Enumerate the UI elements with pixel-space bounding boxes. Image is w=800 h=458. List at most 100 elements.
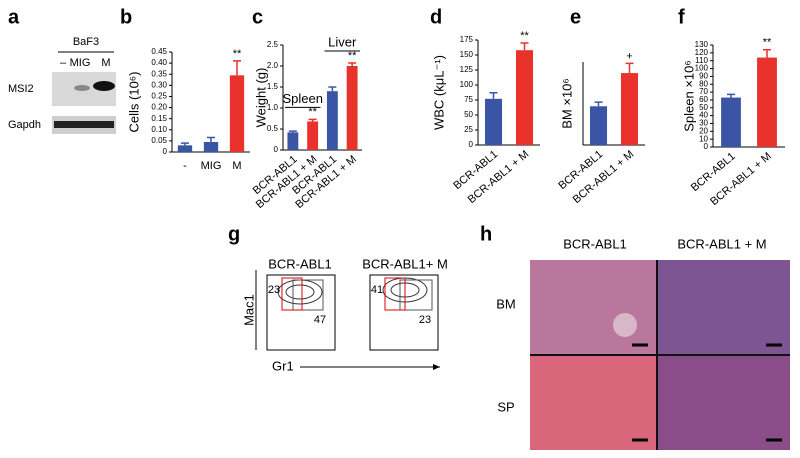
band [93,81,115,91]
panel-letter: f [678,6,685,28]
y-tick-label: 125 [460,65,474,74]
lane: M [101,57,110,69]
y-axis-label: BM ×10⁶ [559,78,574,129]
y-tick-label: 0.25 [151,92,167,101]
y-tick-label: 2.0 [267,61,279,70]
x-tick-label: - [183,160,187,172]
y-tick-label: 0.35 [151,69,167,78]
column-label: BCR-ABL1+ M [362,256,448,271]
significance: ** [520,30,529,42]
y-tick-label: 40 [699,111,708,120]
y-tick-label: 50 [699,103,708,112]
column-label: BCR-ABL1 [563,236,627,251]
y-tick-label: 110 [695,56,708,65]
y-tick-label: 50 [464,110,473,119]
y-tick-label: 2.5 [267,40,279,49]
y-axis-label: Cells (10⁶) [126,72,141,133]
band [54,121,114,128]
row-label: SP [497,399,514,414]
x-tick-label: BCR-ABL1 + M [708,150,774,208]
y-tick-label: 10 [699,134,708,143]
bar [589,106,608,145]
bar [229,75,245,152]
band [74,85,90,91]
y-tick-label: 0 [274,145,279,154]
y-tick-label: 130 [695,40,709,49]
error-bar [207,136,215,142]
bar [484,98,503,145]
bar [721,97,741,147]
bar [307,121,319,150]
error-bar [233,60,241,76]
axis-label: Gr1 [272,358,294,373]
y-tick-label: 0 [163,147,168,156]
group-label: Spleen [283,91,323,106]
significance: ** [233,48,242,60]
y-tick-label: 1.0 [267,103,279,112]
y-tick-label: 80 [699,79,708,88]
lane: – [60,57,67,69]
y-tick-label: 0 [469,140,474,149]
row-label: MSI2 [8,83,34,95]
y-axis-label: WBC (kμL⁻¹) [431,55,446,130]
y-axis-label: Spleen ×10⁶ [681,60,696,132]
panel-letter: c [252,6,263,28]
y-tick-label: 90 [699,71,708,80]
y-tick-label: 120 [695,48,709,57]
bar [326,91,338,150]
significance: + [626,50,632,62]
y-tick-label: 0.20 [151,103,167,112]
bar [620,73,639,145]
error-bar [328,86,337,92]
y-tick-label: 70 [699,87,708,96]
error-bar [288,130,297,133]
y-tick-label: 0.5 [267,124,279,133]
bar [346,66,358,150]
y-axis-label: Weight (g) [253,68,268,128]
histology [530,260,790,450]
y-tick-label: 0.40 [151,58,167,67]
panel-letter: h [480,223,492,245]
y-tick-label: 100 [695,64,709,73]
y-tick-label: 0.30 [151,80,167,89]
gate-value: 41 [371,284,383,296]
y-tick-label: 0.15 [151,114,167,123]
error-bar [594,101,603,107]
y-tick-label: 60 [699,95,708,104]
cell-line: BaF3 [73,36,99,48]
bar [287,132,299,150]
error-bar [308,118,317,122]
lane: MIG [70,57,91,69]
bar [757,57,777,147]
error-bar [727,93,735,98]
bar [177,145,193,152]
column-label: BCR-ABL1 [268,256,332,271]
panel-letter: d [430,6,442,28]
group-label: Liver [328,34,357,49]
error-bar [181,142,189,146]
y-tick-label: 0 [704,142,709,151]
significance: ** [348,50,357,62]
arrow-head [433,364,440,370]
row-label: BM [496,296,516,311]
y-tick-label: 0.45 [151,47,167,56]
gate-value: 23 [268,284,280,296]
error-bar [520,42,529,51]
gate-value: 23 [419,314,431,326]
x-tick-label: MIG [201,160,222,172]
y-tick-label: 175 [460,35,474,44]
panel-letter: g [228,223,240,245]
bar [203,142,219,152]
y-tick-label: 150 [460,50,474,59]
gate-value: 47 [314,314,326,326]
error-bar [763,48,771,58]
y-tick-label: 75 [464,95,473,104]
y-tick-label: 1.5 [267,82,279,91]
panel-letter: a [8,6,20,28]
axis-label: Mac1 [241,294,256,326]
y-tick-label: 25 [464,125,473,134]
y-tick-label: 20 [699,126,708,135]
x-tick-label: M [232,160,241,172]
bar [515,50,534,146]
